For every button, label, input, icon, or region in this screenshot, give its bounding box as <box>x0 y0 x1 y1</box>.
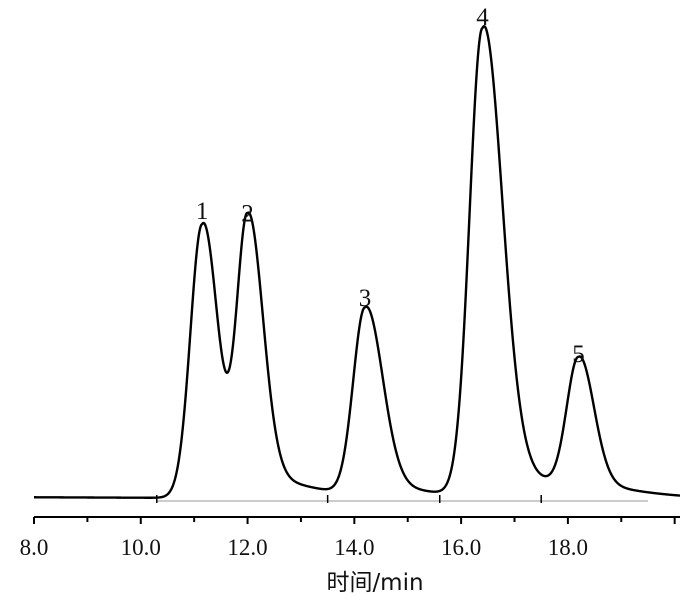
x-tick-label: 12.0 <box>227 535 267 560</box>
x-tick-label: 16.0 <box>441 535 481 560</box>
peak-label-1: 1 <box>196 198 209 225</box>
x-tick-label: 10.0 <box>121 535 161 560</box>
x-axis-ticks: 8.0 10.0 12.0 14.0 16.0 18.0 <box>20 517 676 560</box>
x-axis-title: 时间/min <box>326 570 423 596</box>
x-tick-label: 18.0 <box>548 535 588 560</box>
peak-label-3: 3 <box>359 285 372 312</box>
peak-label-4: 4 <box>476 4 489 31</box>
peak-label-5: 5 <box>572 341 585 368</box>
peak-label-2: 2 <box>241 201 254 228</box>
baseline-group <box>156 495 648 503</box>
x-tick-label: 14.0 <box>334 535 374 560</box>
chromatogram-trace <box>33 25 681 499</box>
peak-labels: 1 2 3 4 5 <box>196 4 585 368</box>
x-tick-label: 8.0 <box>20 535 49 560</box>
